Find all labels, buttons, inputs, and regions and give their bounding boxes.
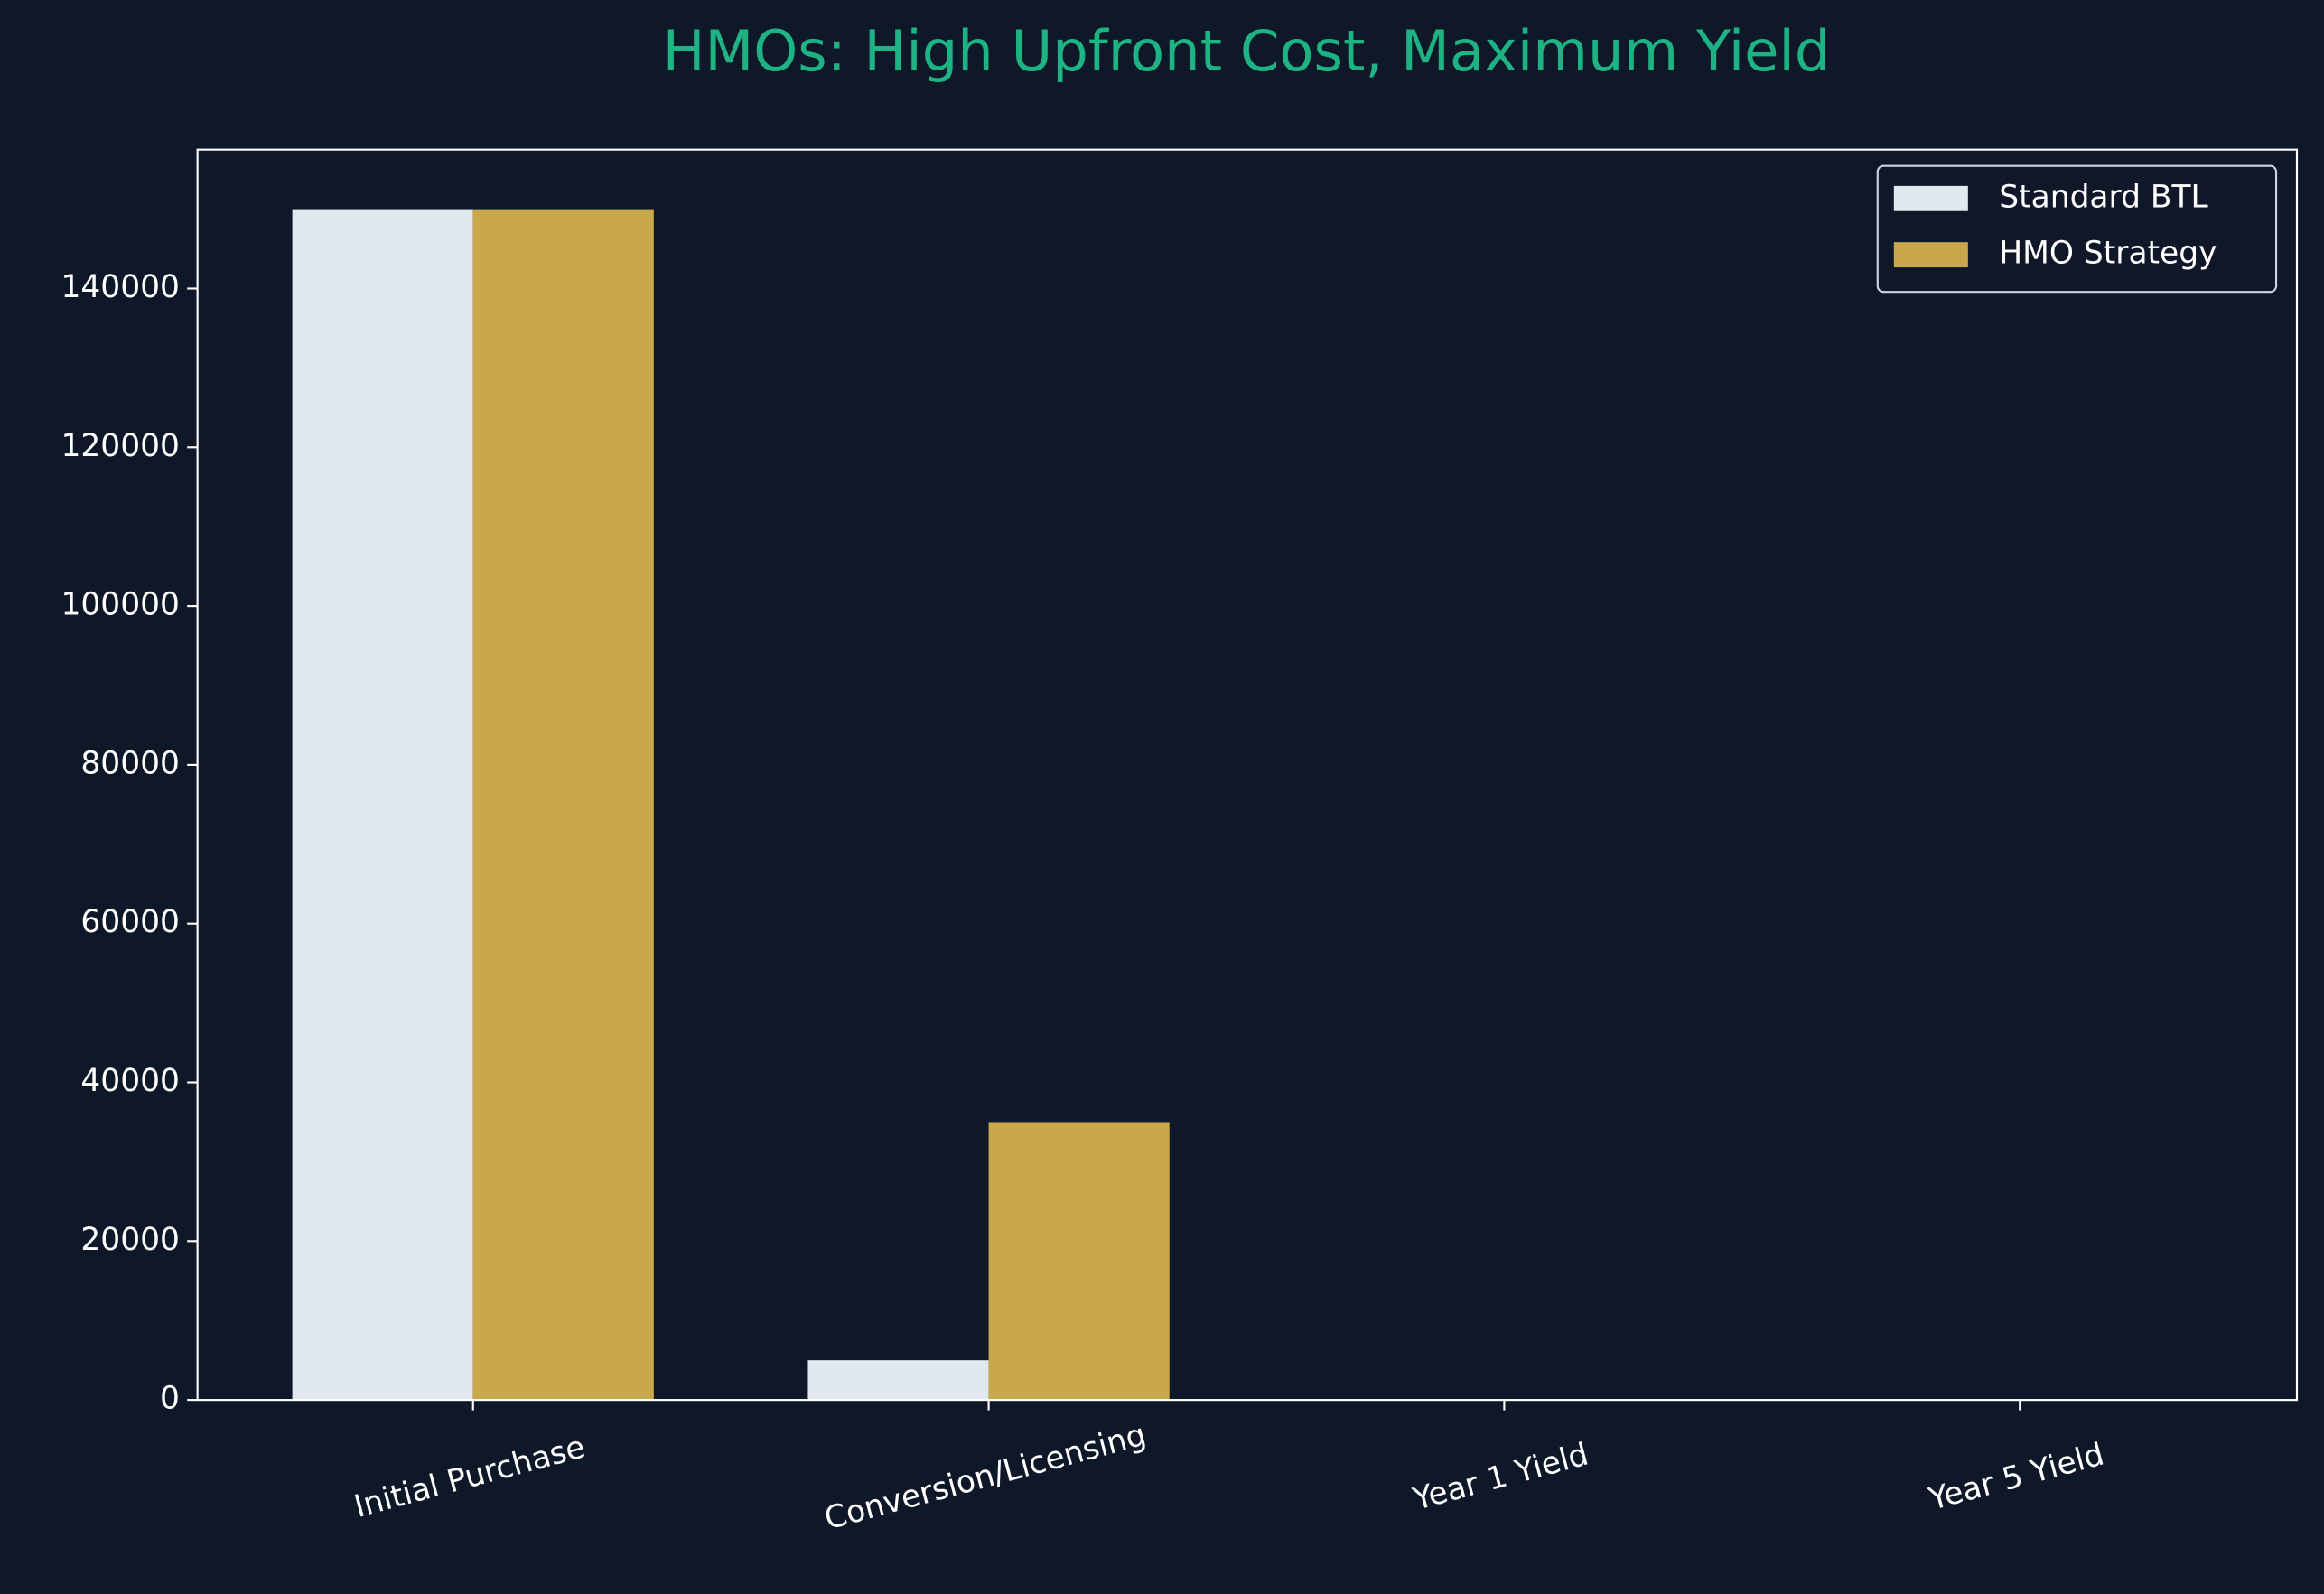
y-tick-label: 0 xyxy=(160,1381,180,1417)
legend-label: Standard BTL xyxy=(1999,179,2207,215)
legend-box xyxy=(1876,164,2278,294)
y-tick-label: 20000 xyxy=(80,1222,180,1258)
legend-swatch xyxy=(1893,242,1968,268)
chart-title: HMOs: High Upfront Cost, Maximum Yield xyxy=(663,18,1831,84)
y-tick-label: 100000 xyxy=(61,587,179,623)
bar xyxy=(292,209,473,1401)
bar xyxy=(807,1360,989,1401)
bar xyxy=(472,209,654,1401)
y-tick-label: 120000 xyxy=(61,428,179,464)
y-tick-label: 140000 xyxy=(61,269,179,305)
y-tick-label: 80000 xyxy=(80,745,180,781)
plot-frame xyxy=(196,148,2299,1402)
y-tick-label: 40000 xyxy=(80,1063,180,1099)
legend-swatch xyxy=(1893,185,1968,211)
legend-label: HMO Strategy xyxy=(1999,236,2217,272)
y-tick-label: 60000 xyxy=(80,904,180,940)
bar xyxy=(988,1122,1170,1401)
